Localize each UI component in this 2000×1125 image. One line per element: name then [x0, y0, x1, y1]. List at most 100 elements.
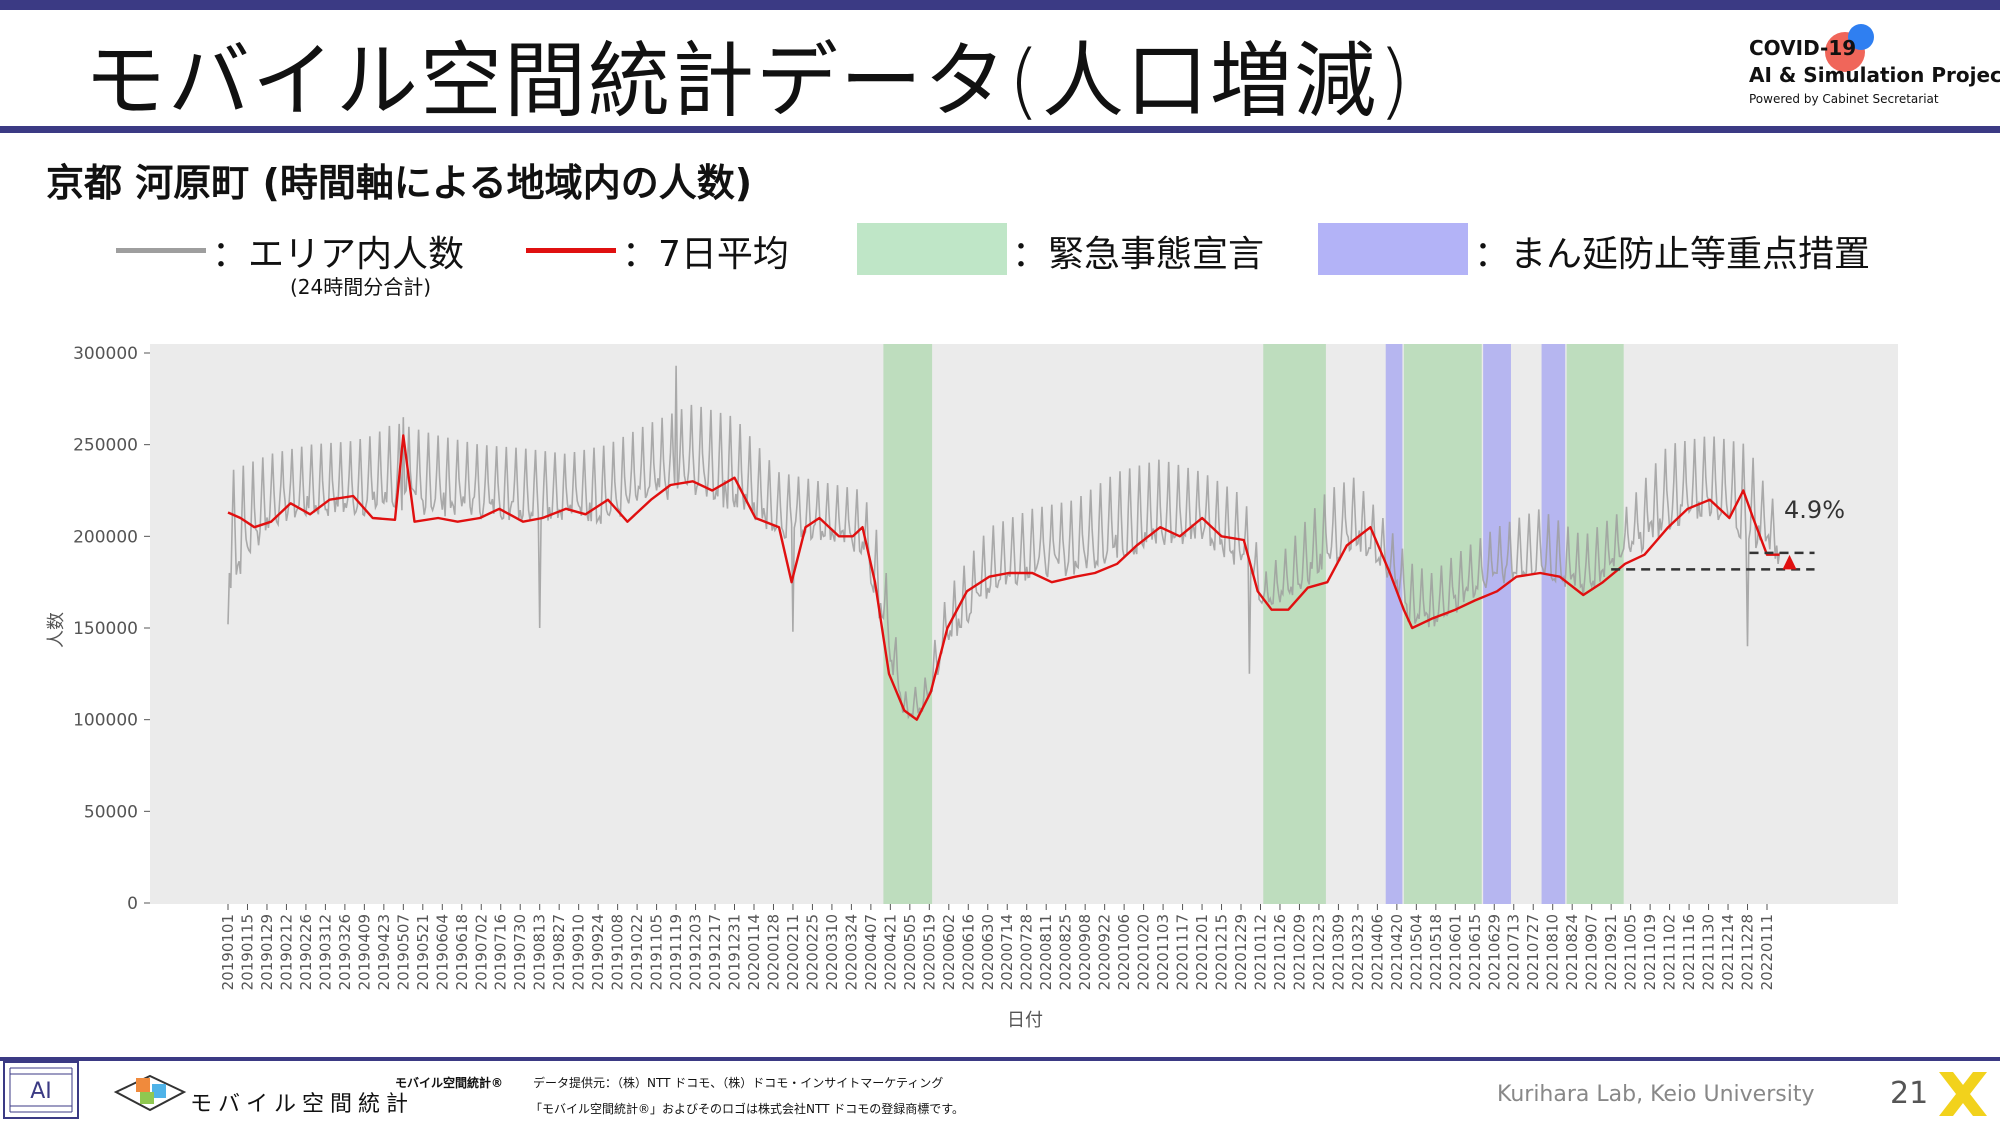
population-line-chart: 0 50000 100000 150000 200000 250000 300000 201…: [46, 344, 1898, 1031]
x-tick-label: 20201020: [1135, 914, 1153, 990]
footer-provider: データ提供元：（株）NTT ドコモ、（株）ドコモ・インサイトマーケティング: [533, 1076, 944, 1090]
x-tick-label: 20190716: [492, 914, 510, 990]
x-tick-label: 20190101: [219, 914, 237, 990]
x-tick-label: 20190827: [550, 914, 568, 990]
legend-emergency-swatch: [857, 223, 1007, 275]
x-tick-label: 20210824: [1563, 914, 1581, 990]
x-tick-label: 20190226: [297, 914, 315, 990]
logo-line-2: AI & Simulation Project: [1749, 63, 2000, 87]
x-tick-label: 20200602: [940, 914, 958, 990]
x-tick-label: 20190618: [453, 914, 471, 990]
x-tick-label: 20200211: [784, 914, 802, 990]
x-tick-label: 20200407: [862, 914, 880, 990]
x-tick-label: 20211228: [1739, 914, 1757, 990]
raw-series-line: [227, 365, 1781, 720]
x-tick-label: 20191022: [628, 914, 646, 990]
x-tick-label: 20200114: [745, 914, 763, 990]
x-tick-label: 20190730: [511, 914, 529, 990]
svg-text:AI: AI: [30, 1079, 52, 1104]
x-tick-label: 20210223: [1310, 914, 1328, 990]
emergency-band-2: [1403, 344, 1482, 904]
logo-blue-dot: [1848, 24, 1874, 50]
footer-trademark: 「モバイル空間統計®」およびそのロゴは株式会社NTT ドコモの登録商標です。: [530, 1102, 965, 1116]
increase-arrow-icon: [1782, 554, 1797, 570]
legend-priority-swatch: [1318, 223, 1468, 275]
title-divider: [0, 126, 2000, 133]
x-tick-label: 20190507: [394, 914, 412, 990]
legend-raw-label: ：エリア内人数: [212, 234, 465, 275]
y-tick-label: 250000: [73, 436, 138, 456]
x-tick-label: 20191008: [609, 914, 627, 990]
x-tick-label: 20211005: [1622, 914, 1640, 990]
x-tick-label: 20210615: [1466, 914, 1484, 990]
x-tick-label: 20200825: [1057, 914, 1075, 990]
page-number: 21: [1890, 1076, 1929, 1111]
emergency-band-3: [1566, 344, 1624, 904]
ai-lab-logo: AI: [3, 1061, 79, 1119]
y-tick-label: 300000: [73, 344, 138, 364]
x-tick-label: 20200225: [803, 914, 821, 990]
x-tick-label: 20201103: [1154, 914, 1172, 990]
x-tick-label: 20190924: [589, 914, 607, 990]
x-axis-label: 日付: [1007, 1010, 1043, 1031]
x-tick-label: 20191119: [667, 914, 685, 990]
footer-lab: Kurihara Lab, Keio University: [1497, 1082, 1815, 1107]
x-tick-label: 20190326: [336, 914, 354, 990]
x-tick-label: 20210810: [1544, 914, 1562, 990]
x-tick-label: 20211019: [1641, 914, 1659, 990]
x-tick-label: 20211130: [1700, 914, 1718, 990]
x-tick-label: 20200324: [842, 914, 860, 990]
change-annotation: 4.9%: [1611, 496, 1845, 571]
period-bands: [883, 344, 1624, 904]
x-axis: 20190101 20190115 20190129 20190212 20190226…: [219, 904, 1776, 990]
x-tick-label: 20190813: [531, 914, 549, 990]
y-axis-label: 人数: [46, 612, 67, 648]
chart-subtitle: 京都 河原町 (時間軸による地域内の人数): [46, 161, 753, 205]
legend-emergency-label: ：緊急事態宣言: [1012, 234, 1265, 275]
x-tick-label: 20211102: [1661, 914, 1679, 990]
x-tick-label: 20211214: [1719, 914, 1737, 990]
legend-avg-swatch: [526, 248, 616, 253]
x-tick-label: 20200519: [920, 914, 938, 990]
x-tick-label: 20210518: [1427, 914, 1445, 990]
x-tick-label: 20201215: [1213, 914, 1231, 990]
priority-band-2: [1541, 344, 1566, 904]
y-tick-label: 50000: [84, 802, 138, 822]
x-tick-label: 20210420: [1388, 914, 1406, 990]
x-tick-label: 20210629: [1485, 914, 1503, 990]
x-tick-label: 20200616: [959, 914, 977, 990]
x-tick-label: 20190604: [433, 914, 451, 990]
x-tick-label: 20210323: [1349, 914, 1367, 990]
logo-line-3: Powered by Cabinet Secretariat: [1749, 92, 1939, 106]
x-tick-label: 20200310: [823, 914, 841, 990]
plot-background: [150, 344, 1898, 904]
x-tick-label: 20201117: [1174, 914, 1192, 990]
x-tick-label: 20190115: [238, 914, 256, 990]
emergency-band-1: [1263, 344, 1326, 904]
top-accent-bar: [0, 0, 2000, 10]
raw-series-layer: [227, 365, 1781, 720]
x-tick-label: 20200128: [764, 914, 782, 990]
logo-line-1: COVID-19: [1749, 36, 1857, 60]
y-tick-label: 100000: [73, 711, 138, 731]
x-tick-label: 20210209: [1290, 914, 1308, 990]
footer-divider: [0, 1057, 2000, 1061]
mobile-stats-logo-text: モバイル空間統計: [190, 1092, 415, 1117]
priority-band-0: [1385, 344, 1403, 904]
x-tick-label: 20190910: [570, 914, 588, 990]
legend-priority-label: ：まん延防止等重点措置: [1474, 234, 1871, 275]
x-tick-label: 20210727: [1524, 914, 1542, 990]
y-tick-label: 150000: [73, 619, 138, 639]
x-tick-label: 20190212: [277, 914, 295, 990]
x-tick-label: 20190423: [375, 914, 393, 990]
keio-x-logo: [1939, 1072, 1987, 1116]
mobile-stats-logo-icon: [113, 1074, 187, 1112]
x-tick-label: 20210126: [1271, 914, 1289, 990]
x-tick-label: 20200811: [1037, 914, 1055, 990]
legend-raw-swatch: [116, 248, 206, 253]
x-tick-label: 20191231: [726, 914, 744, 990]
x-tick-label: 20201201: [1193, 914, 1211, 990]
x-tick-label: 20210601: [1446, 914, 1464, 990]
emergency-band-0: [883, 344, 933, 904]
x-tick-label: 20201006: [1115, 914, 1133, 990]
